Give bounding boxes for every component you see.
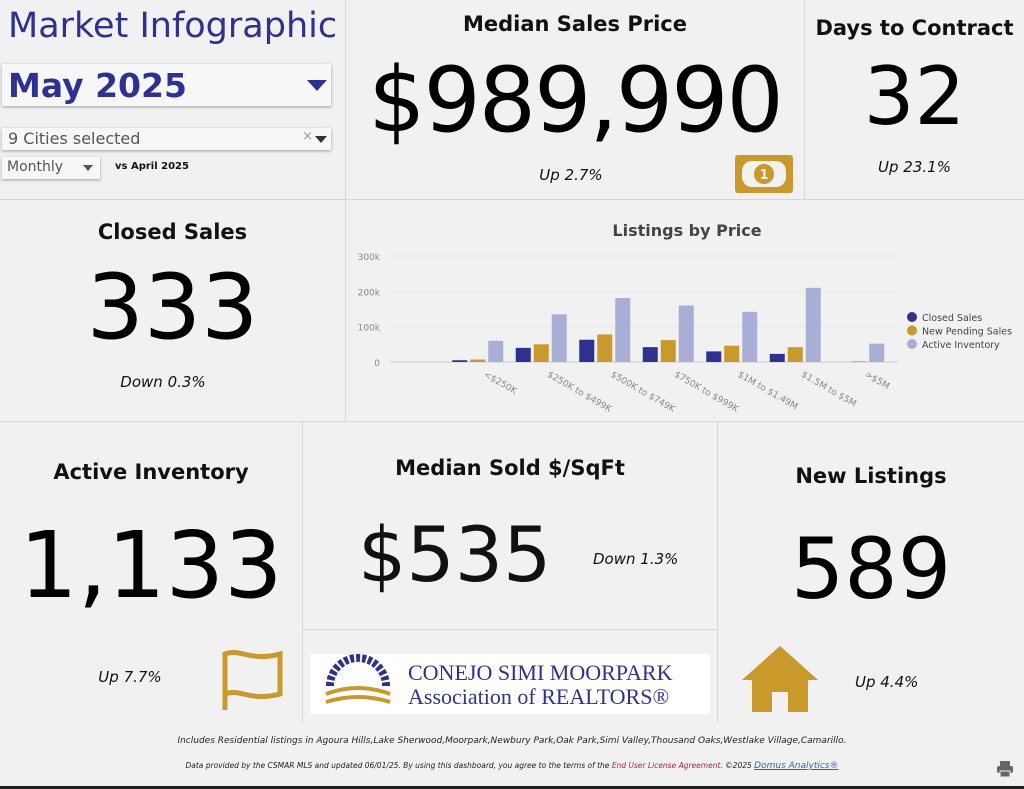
y-tick-label: 300k (358, 253, 381, 263)
print-icon[interactable] (996, 760, 1014, 778)
y-tick-label: 100k (358, 324, 381, 334)
x-tick-label: $1M to $1.49M (736, 370, 799, 412)
cities-select[interactable]: 9 Cities selected × (2, 128, 331, 150)
bottom-bar (0, 786, 1024, 789)
period-value: May 2025 (8, 66, 187, 105)
metric-value: 589 (790, 520, 952, 618)
metric-change: Up 23.1% (878, 158, 951, 176)
bar-new-pending-sales (533, 344, 549, 362)
flag-icon (222, 650, 283, 710)
bar-closed-sales (515, 347, 531, 362)
page-title: Market Infographic (8, 6, 338, 46)
eula-link[interactable]: End User License Agreement (611, 761, 721, 770)
metric-value: $535 (358, 510, 552, 599)
metric-title: New Listings (795, 464, 947, 488)
listings-chart-panel: Listings by Price 0 100k 200k 300k <$250K $25… (346, 200, 1024, 422)
chart-title: Listings by Price (612, 221, 761, 240)
new-listings-panel: New Listings 589 Up 4.4% (718, 422, 1024, 722)
bar-new-pending-sales (470, 359, 486, 362)
cities-value: 9 Cities selected (8, 129, 141, 148)
bar-active-inventory (488, 340, 504, 362)
metric-change: Down 1.3% (593, 550, 679, 568)
domus-link[interactable]: Domus Analytics® (754, 761, 839, 771)
logo-panel: CONEJO SIMI MOORPARK Association of REAL… (303, 630, 718, 722)
metric-change: Up 2.7% (539, 166, 603, 184)
bar-active-inventory (615, 298, 631, 362)
legend-label: Active Inventory (922, 340, 1000, 351)
metric-title: Active Inventory (53, 460, 249, 484)
data-note-text: Data provided by the CSMAR MLS and updat… (185, 761, 612, 770)
bar-new-pending-sales (851, 361, 867, 362)
frequency-value: Monthly (7, 159, 64, 175)
x-tick-label: >$5M (863, 370, 891, 392)
legend-marker (907, 339, 917, 349)
money-bill-icon: 1 (735, 155, 793, 193)
house-icon (742, 646, 818, 712)
association-logo: CONEJO SIMI MOORPARK Association of REAL… (310, 654, 710, 714)
median-sold-sqft-panel: Median Sold $/SqFt $535 Down 1.3% (303, 422, 718, 630)
metric-value: 333 (86, 255, 259, 360)
metric-title: Closed Sales (97, 220, 248, 244)
metric-change: Up 4.4% (855, 673, 919, 691)
chevron-down-icon (307, 80, 327, 91)
x-tick-label: $1.5M to $5M (799, 370, 858, 410)
chevron-down-icon (83, 165, 93, 171)
x-tick-label: <$250K (482, 370, 519, 397)
data-note: Data provided by the CSMAR MLS and updat… (0, 761, 1024, 771)
bar-active-inventory (678, 305, 694, 362)
clear-icon[interactable]: × (302, 129, 313, 144)
logo-line2: Association of REALTORS® (408, 684, 670, 709)
frequency-select[interactable]: Monthly (2, 157, 100, 179)
legend-label: Closed Sales (922, 313, 982, 324)
y-tick-label: 200k (358, 288, 381, 298)
bar-active-inventory (869, 343, 885, 362)
cities-note: Includes Residential listings in Agoura … (177, 736, 847, 746)
x-tick-label: $250K to $499K (545, 370, 614, 415)
comparison-label: vs April 2025 (115, 161, 189, 172)
metric-title: Days to Contract (815, 16, 1014, 40)
bar-closed-sales (452, 360, 468, 362)
bar-closed-sales (642, 347, 658, 362)
chevron-down-icon (315, 136, 327, 143)
bar-new-pending-sales (597, 334, 613, 362)
period-select[interactable]: May 2025 (2, 64, 331, 106)
bar-active-inventory (551, 314, 567, 362)
bar-closed-sales (769, 353, 785, 362)
x-tick-label: $750K to $999K (672, 370, 741, 415)
bar-new-pending-sales (660, 340, 676, 362)
days-to-contract-panel: Days to Contract 32 Up 23.1% (805, 0, 1024, 200)
bar-closed-sales (579, 339, 595, 362)
legend-marker (907, 312, 917, 322)
listings-by-price-chart: Listings by Price 0 100k 200k 300k <$250K $25… (358, 221, 1012, 415)
bar-closed-sales (706, 351, 722, 362)
logo-mark (325, 654, 391, 704)
logo-line1: CONEJO SIMI MOORPARK (408, 660, 673, 685)
closed-sales-panel: Closed Sales 333 Down 0.3% (0, 200, 346, 422)
copyright: . ©2025 (720, 761, 755, 770)
bar-active-inventory (805, 287, 821, 362)
metric-change: Up 7.7% (98, 668, 162, 686)
metric-value: 1,133 (19, 512, 283, 619)
y-tick-label: 0 (374, 359, 380, 369)
legend-label: New Pending Sales (922, 327, 1012, 338)
metric-title: Median Sales Price (463, 12, 687, 36)
active-inventory-panel: Active Inventory 1,133 Up 7.7% (0, 422, 303, 722)
legend-marker (907, 325, 917, 336)
metric-change: Down 0.3% (120, 373, 206, 391)
bar-new-pending-sales (724, 345, 740, 362)
header-panel: Market Infographic May 2025 9 Cities sel… (0, 0, 346, 200)
metric-title: Median Sold $/SqFt (395, 456, 625, 480)
metric-value: 32 (863, 50, 966, 143)
svg-text:1: 1 (759, 168, 768, 183)
bar-new-pending-sales (787, 347, 803, 362)
x-tick-label: $500K to $749K (609, 370, 678, 415)
metric-value: $989,990 (368, 48, 783, 153)
median-sales-price-panel: Median Sales Price $989,990 Up 2.7% 1 (346, 0, 805, 200)
bar-active-inventory (742, 311, 758, 362)
